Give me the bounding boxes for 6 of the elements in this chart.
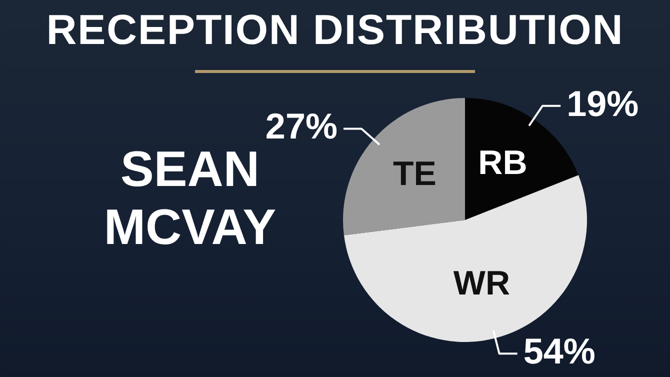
data-label: 19% — [566, 82, 639, 124]
slice-label: WR — [453, 264, 510, 302]
chart-title: RECEPTION DISTRIBUTION — [45, 6, 625, 54]
slice-label: RB — [478, 144, 528, 182]
data-label: 54% — [523, 330, 596, 372]
slice-label: TE — [392, 155, 436, 193]
